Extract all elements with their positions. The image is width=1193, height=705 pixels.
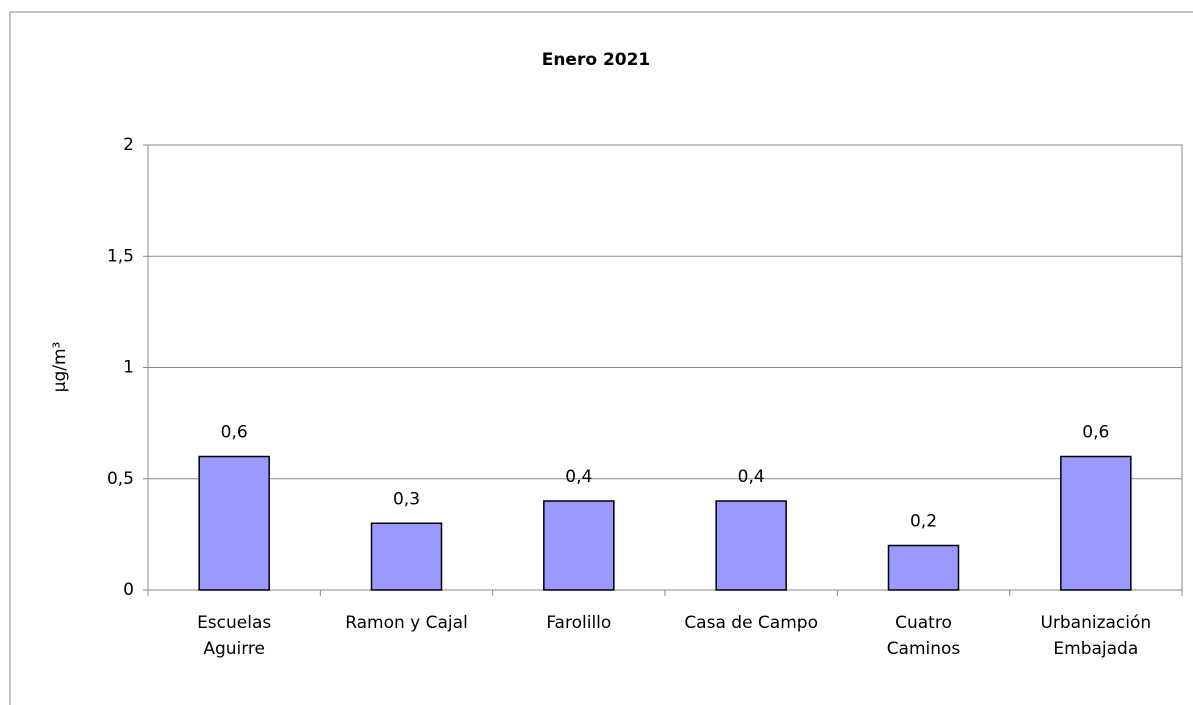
data-label: 0,6 [221, 423, 248, 443]
y-axis-label: µg/m³ [50, 342, 70, 393]
bar [370, 522, 443, 591]
chart-title: Enero 2021 [542, 50, 651, 70]
data-label: 0,4 [565, 467, 592, 487]
y-tick-label: 0,5 [107, 469, 134, 489]
bar [198, 455, 270, 591]
y-tick-label: 2 [123, 135, 134, 155]
x-tick-label: Urbanización Embajada [1040, 613, 1152, 659]
x-tick-label: Cuatro Caminos [886, 613, 961, 659]
data-label: 0,6 [1082, 423, 1109, 443]
y-tick-label: 1 [123, 358, 134, 378]
bar [715, 500, 787, 591]
data-label: 0,4 [738, 467, 765, 487]
bar [887, 544, 960, 591]
bar [543, 500, 615, 591]
data-label: 0,2 [910, 512, 937, 532]
bar [1060, 455, 1132, 591]
y-tick-label: 1,5 [107, 246, 134, 266]
x-tick-label: Ramon y Cajal [345, 613, 468, 633]
y-tick-label: 0 [123, 580, 134, 600]
x-tick-label: Escuelas Aguirre [197, 613, 272, 659]
x-tick-label: Casa de Campo [684, 613, 818, 633]
data-label: 0,3 [393, 489, 420, 509]
x-tick-label: Farolillo [546, 613, 612, 633]
